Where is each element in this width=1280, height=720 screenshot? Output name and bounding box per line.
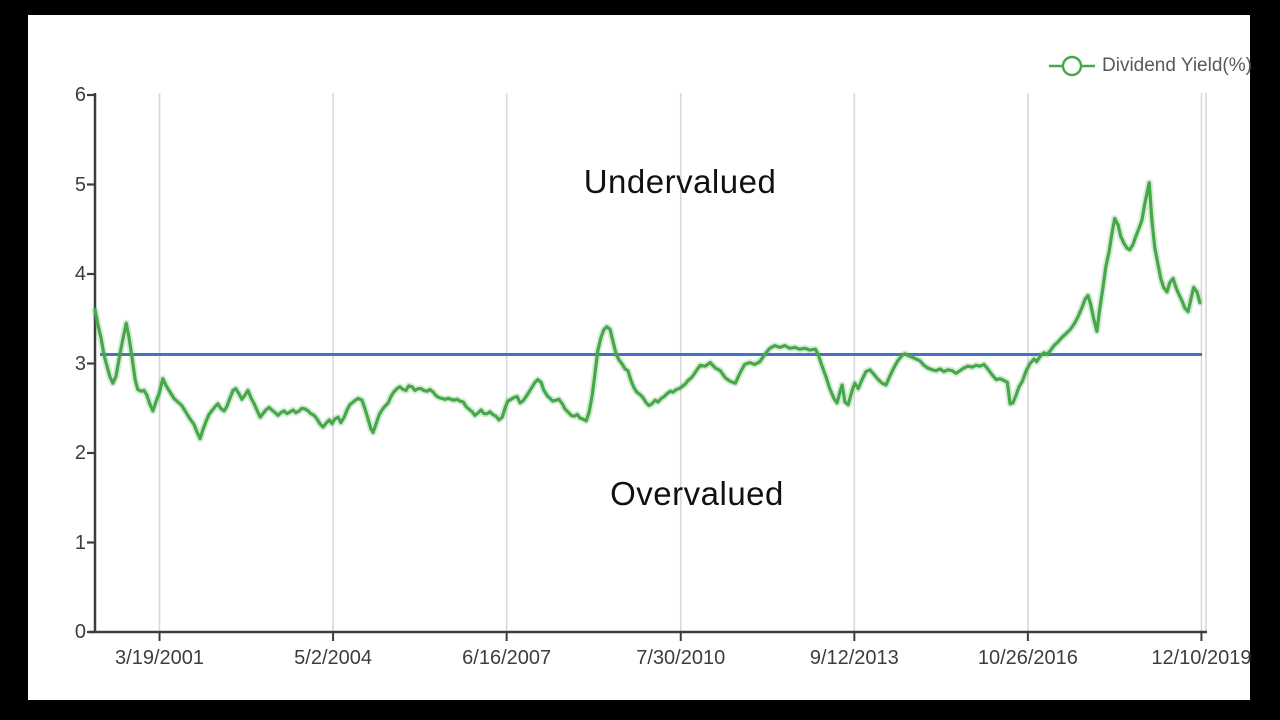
chart-legend: Dividend Yield(%) [1048,52,1252,80]
legend-series-label: Dividend Yield(%) [1102,55,1252,76]
x-tick-label: 5/2/2004 [294,647,373,669]
dividend-yield-line [93,181,1202,441]
undervalued-annotation: Undervalued [583,163,777,200]
y-tick-label: 4 [74,263,86,285]
x-tick-label: 10/26/2016 [977,647,1078,669]
chart-panel [28,15,1250,700]
gridlines [158,93,1207,632]
y-tick-label: 1 [74,531,86,554]
y-tick-label: 3 [74,352,86,375]
overvalued-annotation: Overvalued [610,475,784,512]
y-tick-label: 2 [74,442,86,464]
y-tick-label: 6 [74,84,86,106]
x-tick-label: 9/12/2013 [809,647,899,669]
y-tick-label: 0 [74,621,86,643]
x-tick-label: 3/19/2001 [115,647,205,669]
y-tick-label: 5 [74,173,86,196]
x-tick-label: 6/16/2007 [462,647,552,669]
axes [87,93,1207,641]
legend-open-circle-marker-icon [1049,55,1095,77]
x-tick-label: 12/10/2019 [1151,647,1252,669]
x-tick-label: 7/30/2010 [636,647,726,669]
dividend-yield-line-glow [91,179,1204,443]
